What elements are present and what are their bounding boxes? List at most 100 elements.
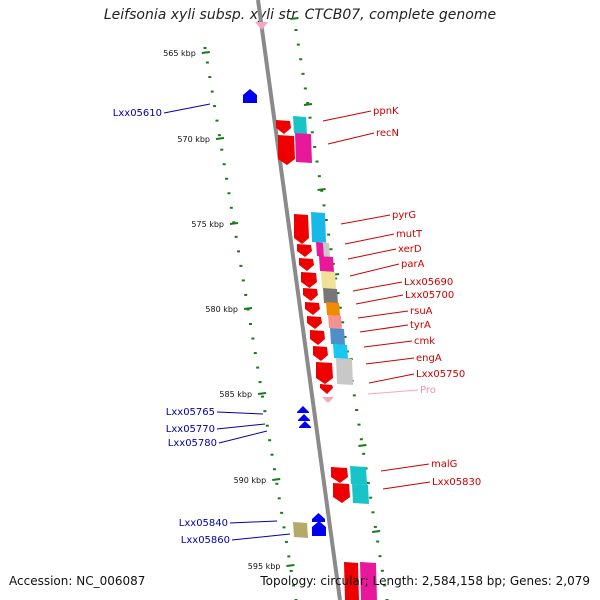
gene-block <box>326 302 340 316</box>
left-guide-dot <box>256 366 260 369</box>
map-title: Leifsonia xyli subsp. xyli str. CTCB07, … <box>103 7 497 23</box>
cds-forward-arrow <box>297 244 312 257</box>
right-guide-dot <box>306 102 310 105</box>
cds-reverse-arrow <box>312 513 325 522</box>
gene-block <box>293 522 308 538</box>
right-guide-dot <box>334 277 338 280</box>
forward-leader-line <box>344 233 395 245</box>
top-feature-marker <box>255 22 268 30</box>
forward-leader-line <box>355 294 404 305</box>
gene-block <box>295 133 312 163</box>
scale-tick-left <box>272 478 281 481</box>
right-guide-dot <box>341 321 345 324</box>
forward-gene-label: malG <box>431 459 457 470</box>
cds-forward-arrow <box>320 384 333 394</box>
reverse-gene-label: Lxx05765 <box>166 407 215 418</box>
left-guide-dot <box>225 177 229 180</box>
forward-leader-line <box>367 389 419 395</box>
cds-forward-arrow <box>305 302 320 315</box>
right-guide-dot <box>310 131 314 134</box>
scale-tick-left <box>286 564 295 567</box>
cds-reverse-arrow <box>312 521 326 536</box>
right-guide-dot <box>371 511 375 514</box>
label-layer: ppnK recN pyrG mutT xerD parA Lxx05690 Lxx05700… <box>113 103 481 546</box>
left-guide-dot <box>232 221 236 224</box>
gene-block <box>323 288 338 304</box>
forward-gene-label: Pro <box>420 385 436 396</box>
right-guide-dot <box>296 43 300 46</box>
scale-tick-right <box>358 444 367 447</box>
forward-leader-line <box>363 340 413 348</box>
right-guide-dot <box>376 540 380 543</box>
right-guide-dot <box>383 584 387 587</box>
forward-gene-label: rsuA <box>410 306 433 317</box>
left-guide-dot <box>210 90 214 93</box>
left-guide-dot <box>268 439 272 442</box>
scale-tick-left <box>215 137 225 140</box>
scale-tick-label: 590 kbp <box>234 476 267 485</box>
gene-block <box>352 484 369 504</box>
scale-tick-label: 585 kbp <box>219 390 252 399</box>
gene-block <box>323 242 330 257</box>
cds-forward-arrow <box>333 483 350 503</box>
right-guide-dot <box>362 452 366 455</box>
forward-gene-label: tyrA <box>410 320 431 331</box>
scale-tick-label: 570 kbp <box>177 135 210 144</box>
reverse-leader-line <box>218 430 268 444</box>
left-guide-dot <box>241 279 245 282</box>
forward-gene-label: pyrG <box>392 210 416 221</box>
gene-block <box>321 271 336 289</box>
cds-forward-arrow <box>310 330 325 345</box>
accession-text: Accession: NC_006087 <box>9 574 146 588</box>
reverse-gene-label: Lxx05610 <box>113 108 162 119</box>
forward-gene-label: xerD <box>398 244 422 255</box>
right-guide-dot <box>313 145 317 148</box>
forward-leader-line <box>349 263 400 277</box>
left-guide-dot <box>205 61 209 64</box>
reverse-leader-line <box>229 520 278 524</box>
reverse-leader-line <box>216 423 266 430</box>
gene-block <box>328 315 342 329</box>
right-guide-dot <box>343 335 347 338</box>
cds-forward-arrow <box>307 316 322 329</box>
left-guide-dot <box>251 337 255 340</box>
gene-block <box>333 344 348 359</box>
right-guide-dot <box>327 233 331 236</box>
gene-block <box>350 466 367 485</box>
left-guide-dot <box>217 134 221 137</box>
right-guide-dot <box>320 189 324 192</box>
scale-tick-label: 575 kbp <box>191 220 224 229</box>
right-guide-dot <box>317 175 321 178</box>
forward-leader-line <box>352 281 403 292</box>
left-guide-dot <box>275 482 279 485</box>
right-guide-dot <box>324 219 328 221</box>
forward-leader-line <box>368 373 415 384</box>
left-guide-dot <box>215 119 219 122</box>
gene-block <box>319 256 334 272</box>
reverse-gene-label: Lxx05770 <box>166 424 215 435</box>
reverse-gene-label: Lxx05840 <box>179 518 228 529</box>
genome-stats-text: Topology: circular; Length: 2,584,158 bp… <box>260 574 590 588</box>
forward-gene-label: ppnK <box>373 106 399 117</box>
cds-forward-arrow <box>331 467 348 483</box>
left-guide-dot <box>280 511 284 514</box>
left-guide-dot <box>277 497 281 500</box>
cds-forward-arrow <box>278 135 295 165</box>
right-guide-dot <box>378 555 382 558</box>
gene-block <box>336 358 353 385</box>
right-guide-dot <box>352 394 356 397</box>
left-guide-dot <box>213 105 217 108</box>
left-guide-dot <box>249 323 252 325</box>
forward-gene-label: parA <box>401 259 425 270</box>
genome-backbone <box>256 0 342 600</box>
trna-marker <box>322 397 334 403</box>
right-guide-dot <box>303 87 307 90</box>
right-guide-dot <box>380 569 384 572</box>
forward-leader-line <box>359 324 409 333</box>
right-guide-dot <box>329 248 333 251</box>
right-guide-dot <box>366 482 370 485</box>
scale-tick-label: 580 kbp <box>205 305 238 314</box>
right-guide-dot <box>308 116 312 119</box>
forward-leader-line <box>365 357 415 365</box>
